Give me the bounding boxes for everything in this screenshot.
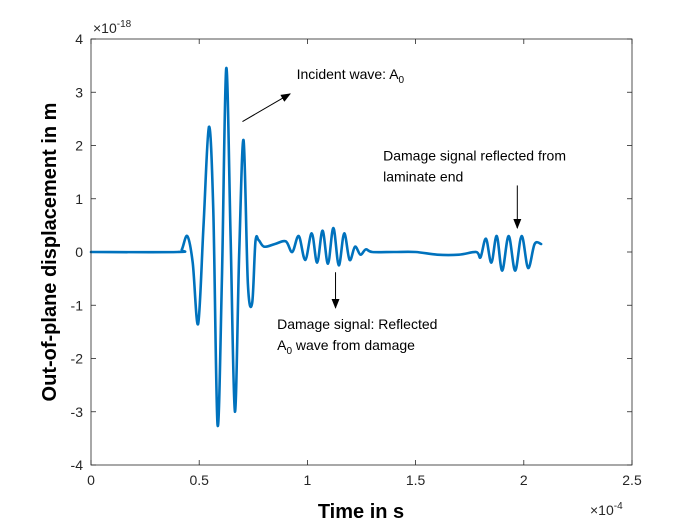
x-tick-label: 1 <box>304 472 312 488</box>
x-tick-label: 0 <box>87 472 95 488</box>
incident-wave-annotation: Incident wave: A0 <box>297 66 405 86</box>
incident-wave-text: Incident wave: A <box>297 66 400 82</box>
x-exponent-power: -4 <box>614 501 623 512</box>
incident-wave-arrow <box>242 93 291 122</box>
damage-signal-rest: wave from damage <box>292 337 415 353</box>
x-tick-label: 1.5 <box>406 472 426 488</box>
y-axis-label: Out-of-plane displacement in m <box>39 103 61 402</box>
y-tick-label: 1 <box>75 191 83 207</box>
damage-signal-annotation-line2: A0 wave from damage <box>277 337 415 357</box>
y-tick-label: 2 <box>75 138 83 154</box>
plot-frame <box>90 38 633 466</box>
y-exponent-power: -18 <box>117 19 132 30</box>
x-axis-label: Time in s <box>318 501 404 523</box>
laminate-end-annotation-line2: laminate end <box>383 168 463 184</box>
annotations: Incident wave: A0 Damage signal reflecte… <box>242 66 566 357</box>
damage-signal-subscript: 0 <box>286 346 292 357</box>
x-tick-label: 2 <box>520 472 528 488</box>
x-exponent-base: ×10 <box>590 502 614 518</box>
x-tick-label: 2.5 <box>622 472 642 488</box>
y-tick-label: 4 <box>75 31 83 47</box>
y-tick-label: 0 <box>75 244 83 260</box>
damage-signal-annotation-line1: Damage signal: Reflected <box>277 316 437 332</box>
x-exponent-label: ×10-4 <box>590 501 623 518</box>
series-layer <box>89 66 543 428</box>
y-exponent-label: ×10-18 <box>93 19 132 36</box>
laminate-end-annotation-line1: Damage signal reflected from <box>383 147 566 163</box>
damage-signal-a: A <box>277 337 287 353</box>
series-line <box>89 66 543 428</box>
tick-labels: 0 0.5 1 1.5 2 2.5 -4 -3 -2 -1 0 1 2 3 4 <box>71 31 642 488</box>
y-exponent-base: ×10 <box>93 20 117 36</box>
y-tick-label: -3 <box>71 404 84 420</box>
y-tick-label: -4 <box>71 457 84 473</box>
x-tick-label: 0.5 <box>189 472 209 488</box>
y-tick-label: 3 <box>75 84 83 100</box>
incident-wave-subscript: 0 <box>399 75 405 86</box>
y-tick-label: -2 <box>71 351 84 367</box>
y-tick-label: -1 <box>71 297 84 313</box>
